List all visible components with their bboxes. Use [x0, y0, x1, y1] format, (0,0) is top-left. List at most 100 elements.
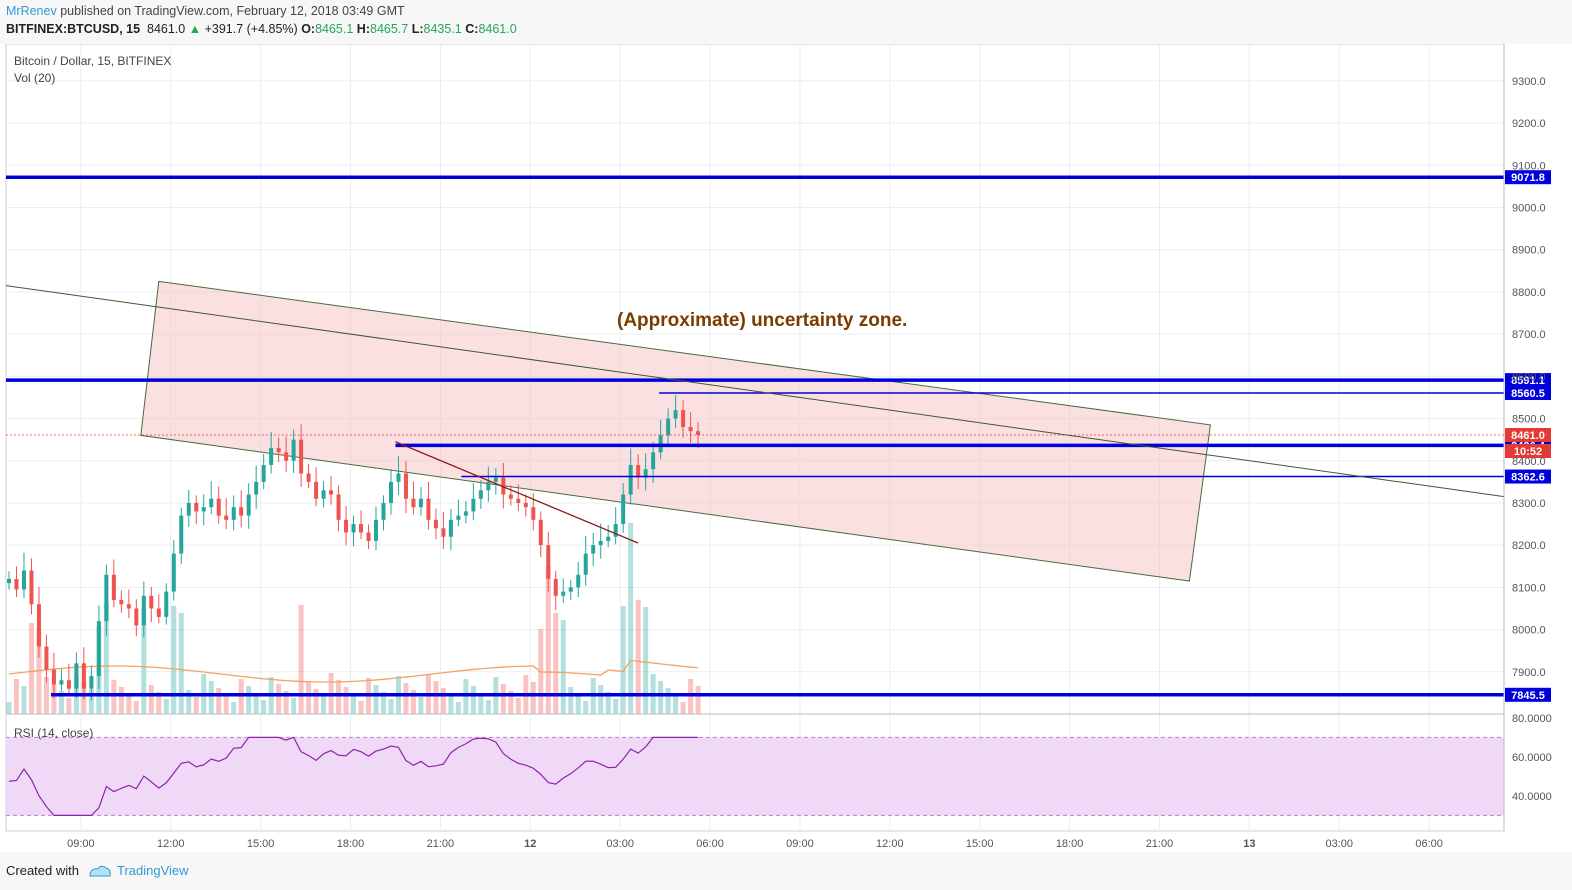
x-tick-label: 03:00	[606, 838, 634, 850]
trend-lines[interactable]	[5, 285, 1505, 544]
candle-body	[156, 608, 161, 617]
volume-bar	[28, 623, 34, 714]
open-value: 8465.1	[315, 22, 354, 36]
volume-bar	[508, 691, 514, 714]
volume-bar	[673, 695, 679, 714]
volume-bar	[478, 693, 484, 714]
volume-bar	[216, 688, 222, 714]
candle-body	[164, 591, 169, 617]
volume-bar	[500, 684, 506, 714]
volume-bar	[568, 687, 574, 714]
countdown-badge	[1505, 444, 1551, 459]
volume-bar	[13, 679, 19, 714]
y-tick-label: 8200.0	[1512, 540, 1546, 552]
candle-body	[224, 515, 229, 520]
candle-body	[276, 448, 281, 453]
chart-footer: Created with TradingView	[0, 852, 1572, 890]
volume-bar	[193, 697, 199, 714]
x-tick-label: 09:00	[67, 838, 95, 850]
candle-body	[284, 452, 289, 461]
level-badge	[1505, 687, 1551, 702]
low-label: L:	[411, 22, 424, 36]
candle-body	[628, 464, 633, 495]
volume-bar	[336, 680, 342, 714]
candle-body	[329, 490, 334, 495]
candle-body	[441, 528, 446, 537]
volume-bar	[530, 682, 536, 714]
volume-bar	[283, 691, 289, 714]
level-label: 9071.8	[1511, 172, 1545, 184]
candle-body	[388, 481, 393, 503]
x-tick-label: 15:00	[247, 838, 275, 850]
volume-bar	[470, 686, 476, 714]
volume-bar	[388, 699, 394, 714]
tradingview-link[interactable]: TradingView	[117, 863, 189, 878]
candle-body	[651, 452, 656, 470]
y-tick-label: 8000.0	[1512, 625, 1546, 637]
candle-body	[111, 574, 116, 601]
volume-bar	[695, 686, 701, 714]
volume-bar	[643, 607, 649, 714]
level-badge	[1505, 469, 1551, 484]
close-label: C:	[465, 22, 479, 36]
axes: 7900.0 8000.0 8100.0 8200.0 8300.0 8400.0 8500…	[6, 44, 1552, 850]
volume-bar	[575, 694, 581, 714]
symbol-label: BITFINEX:BTCUSD, 15	[6, 22, 141, 36]
volume-bar	[261, 700, 267, 714]
candle-body	[598, 540, 603, 546]
volume-bar	[178, 613, 184, 714]
candle-body	[14, 578, 19, 590]
candle-body	[508, 494, 513, 499]
candle-body	[553, 578, 558, 596]
up-arrow-icon: ▲	[188, 22, 202, 36]
candle-body	[344, 519, 349, 533]
rsi-band	[6, 737, 1504, 816]
ohlc-bar: BITFINEX:BTCUSD, 15 8461.0 ▲ +391.7 (+4.…	[6, 22, 517, 36]
candle-body	[306, 473, 311, 482]
candle-body	[246, 494, 251, 516]
x-tick-label: 21:00	[1146, 838, 1174, 850]
volume-bar	[223, 695, 229, 714]
volume-bar	[613, 699, 619, 714]
long-trendline	[5, 285, 1505, 498]
candle-body	[96, 621, 101, 677]
author-link[interactable]: MrRenev	[6, 4, 57, 18]
volume-bar	[276, 684, 282, 714]
candle-body	[21, 570, 26, 590]
candle-body	[621, 494, 626, 525]
volume-bar	[36, 630, 42, 714]
volume-bar	[373, 685, 379, 714]
candle-body	[119, 600, 124, 605]
candle-body	[291, 439, 296, 461]
volume-bar	[418, 697, 424, 714]
candle-body	[606, 536, 611, 541]
level-lines[interactable]: 9071.88591.18560.58436.48362.67845.58461…	[6, 170, 1551, 702]
candle-body	[523, 502, 528, 508]
y-tick-label: 9300.0	[1512, 76, 1546, 88]
candle-body	[179, 515, 184, 554]
y-tick-label: 9000.0	[1512, 203, 1546, 215]
candle-body	[463, 511, 468, 516]
volume-bar	[186, 690, 192, 714]
candle-body	[381, 502, 386, 520]
candle-body	[216, 498, 221, 516]
candle-body	[104, 574, 109, 622]
publish-text: published on TradingView.com, February 1…	[60, 4, 405, 18]
volume-bar	[410, 690, 416, 714]
x-tick-label: 12:00	[876, 838, 904, 850]
candle-body	[448, 519, 453, 537]
candle-body	[336, 494, 341, 520]
volume-bar	[306, 682, 312, 714]
volume-bar	[583, 701, 589, 714]
candle-body	[411, 498, 416, 508]
candle-body	[688, 426, 693, 432]
volume-bar	[321, 696, 327, 714]
volume-bar	[291, 698, 297, 714]
volume-bar	[665, 688, 671, 714]
y-tick-label: 8700.0	[1512, 329, 1546, 341]
y-tick-label: 8300.0	[1512, 498, 1546, 510]
candle-body	[231, 507, 236, 520]
price-chart[interactable]: 9071.88591.18560.58436.48362.67845.58461…	[0, 44, 1572, 852]
volume-bar	[118, 687, 124, 714]
volume-bar	[605, 692, 611, 714]
